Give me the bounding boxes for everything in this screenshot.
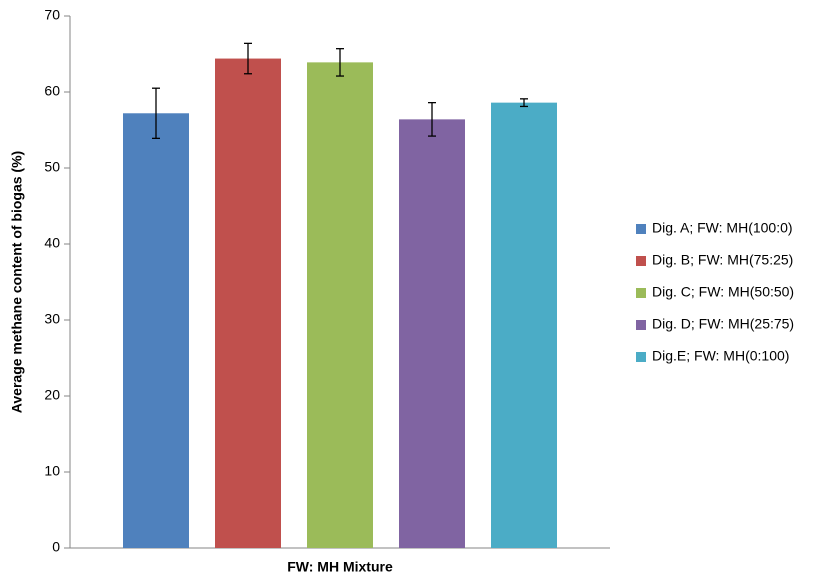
legend-label: Dig. C; FW: MH(50:50) — [652, 284, 794, 300]
legend-swatch — [636, 320, 646, 330]
y-tick-label: 0 — [52, 539, 60, 555]
y-axis-title: Average methane content of biogas (%) — [9, 151, 25, 413]
bar — [123, 113, 189, 548]
legend-swatch — [636, 288, 646, 298]
bar — [307, 62, 373, 549]
legend-label: Dig. B; FW: MH(75:25) — [652, 252, 793, 268]
legend-swatch — [636, 256, 646, 266]
y-tick-label: 10 — [44, 463, 60, 479]
error-bar — [428, 101, 436, 137]
y-tick-label: 50 — [44, 159, 60, 175]
y-tick-label: 20 — [44, 387, 60, 403]
error-bar — [152, 87, 160, 140]
error-bar — [336, 48, 344, 77]
legend-label: Dig.E; FW: MH(0:100) — [652, 348, 789, 364]
legend-label: Dig. A; FW: MH(100:0) — [652, 220, 793, 236]
bar — [491, 102, 557, 548]
legend-label: Dig. D; FW: MH(25:75) — [652, 316, 794, 332]
error-bar — [244, 42, 252, 75]
legend-swatch — [636, 224, 646, 234]
legend-swatch — [636, 352, 646, 362]
y-tick-label: 40 — [44, 235, 60, 251]
bar — [399, 119, 465, 549]
y-tick-label: 30 — [44, 311, 60, 327]
bar — [215, 58, 281, 549]
error-bar — [520, 98, 528, 108]
y-tick-label: 60 — [44, 83, 60, 99]
y-tick-label: 70 — [44, 7, 60, 23]
x-axis-title: FW: MH Mixture — [287, 559, 393, 575]
